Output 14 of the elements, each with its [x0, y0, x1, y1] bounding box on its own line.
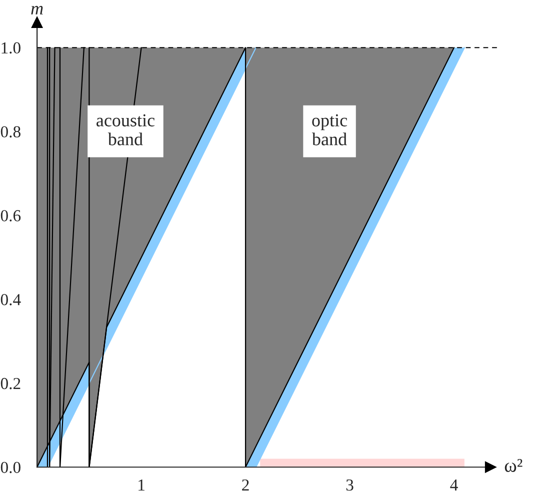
y-tick-label: 0.4: [0, 294, 21, 306]
y-tick-label: 0.0: [0, 462, 20, 474]
annotation: acoustic band: [96, 114, 155, 146]
y-tick-label: 0.6: [0, 210, 21, 222]
annotation: optic band: [312, 114, 348, 146]
x-tick-label: 4: [450, 480, 458, 490]
x-tick-label: 2: [242, 479, 249, 490]
x-tick-label: 3: [346, 479, 354, 491]
y-tick-label: 1.0: [2, 42, 20, 54]
x-tick-label: 1: [138, 479, 144, 490]
x-axis-title: ω²: [504, 458, 522, 472]
y-tick-label: 0.8: [0, 126, 20, 138]
y-axis-title: m: [31, 6, 43, 14]
y-tick-label: 0.2: [0, 378, 20, 390]
